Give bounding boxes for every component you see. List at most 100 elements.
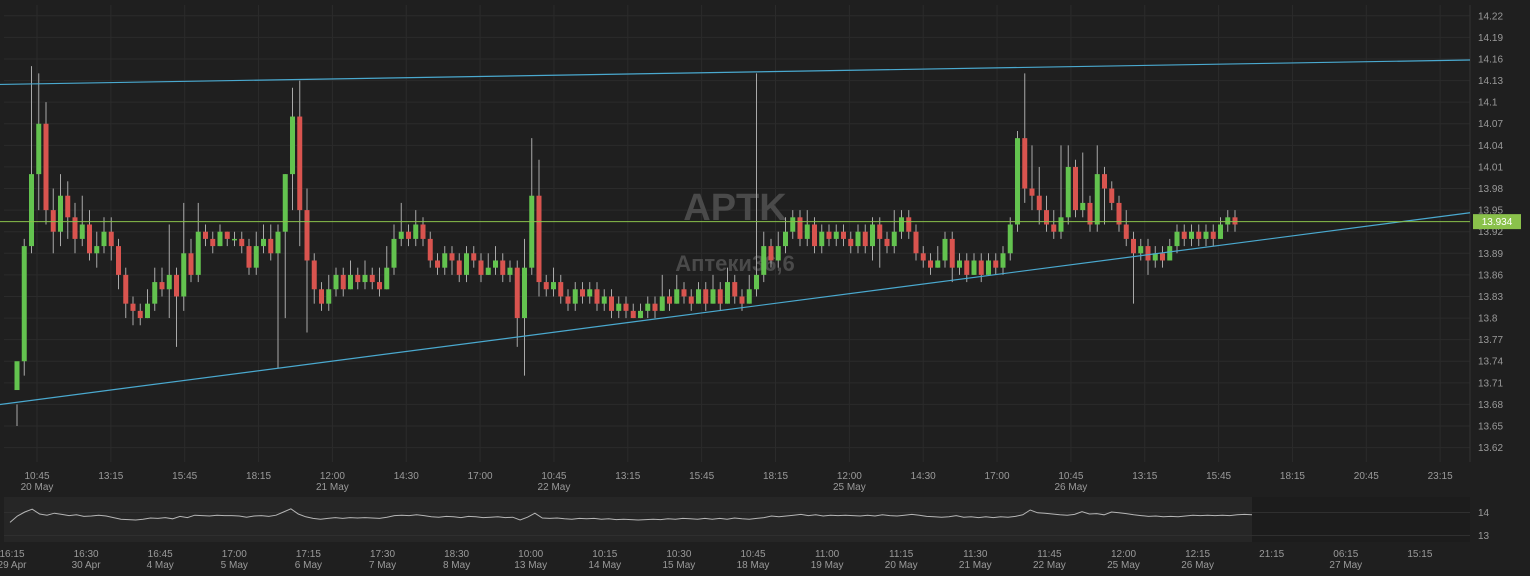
candle-body-down bbox=[768, 246, 774, 261]
price-axis: 14.22 14.19 14.16 14.13 14.1 14.07 14.04 14.01 1… bbox=[1478, 11, 1503, 454]
overview-date-tick: 26 May bbox=[1181, 560, 1214, 571]
candle-body-up bbox=[891, 231, 897, 247]
overview-time-tick: 12:00 bbox=[1111, 549, 1136, 560]
candle-body-down bbox=[630, 310, 636, 319]
time-tick: 18:15 bbox=[1280, 471, 1305, 482]
time-tick: 15:45 bbox=[172, 471, 197, 482]
candle-body-down bbox=[1116, 202, 1122, 225]
candle-body-up bbox=[79, 224, 85, 239]
candle-body-up bbox=[36, 123, 42, 175]
candle-body-down bbox=[928, 260, 933, 268]
candle-body-down bbox=[449, 253, 455, 261]
price-tick: 13.65 bbox=[1478, 422, 1503, 433]
overview-date-tick: 6 May bbox=[295, 560, 322, 571]
candle-body-down bbox=[906, 217, 912, 232]
candle-body-up bbox=[746, 289, 752, 304]
candle-body-down bbox=[536, 195, 542, 283]
candle-body-up bbox=[1189, 231, 1194, 239]
overview-date-tick: 29 Apr bbox=[0, 560, 27, 571]
candle-body-up bbox=[333, 274, 339, 290]
overview-time-tick: 12:15 bbox=[1185, 549, 1210, 560]
candle-body-up bbox=[754, 274, 759, 290]
time-tick: 12:00 bbox=[320, 471, 345, 482]
candle-body-up bbox=[790, 217, 796, 232]
candle-body-down bbox=[377, 282, 382, 290]
candle-body-down bbox=[420, 224, 426, 239]
candle-body-down bbox=[667, 296, 672, 304]
candle-body-up bbox=[21, 246, 27, 362]
candle-body-up bbox=[232, 238, 237, 241]
candle-body-down bbox=[203, 231, 208, 239]
candle-body-down bbox=[1051, 224, 1057, 232]
overview-date-tick: 15 May bbox=[663, 560, 696, 571]
last-price-label: 13.934 bbox=[1482, 217, 1513, 228]
trendline-upper bbox=[0, 59, 1471, 86]
candle-body-down bbox=[812, 224, 817, 247]
candle-body-down bbox=[239, 238, 245, 247]
overview-price-tick: 14 bbox=[1478, 508, 1490, 519]
candle-body-up bbox=[710, 289, 716, 304]
overview-time-tick: 16:15 bbox=[0, 549, 25, 560]
time-tick: 10:45 bbox=[24, 471, 49, 482]
overview-date-tick: 27 May bbox=[1329, 560, 1362, 571]
overview-date-tick: 30 Apr bbox=[72, 560, 102, 571]
candle-body-down bbox=[580, 289, 585, 297]
candle-body-down bbox=[174, 274, 179, 297]
candle-body-up bbox=[94, 246, 100, 254]
candle-body-up bbox=[601, 296, 607, 304]
price-tick: 14.1 bbox=[1478, 98, 1498, 109]
candle-body-down bbox=[732, 282, 738, 297]
candle-body-up bbox=[674, 289, 680, 304]
candle-body-up bbox=[1058, 217, 1064, 232]
candle-body-up bbox=[819, 231, 825, 247]
candle-body-down bbox=[681, 289, 687, 297]
candle-body-up bbox=[485, 267, 491, 275]
candle-body-up bbox=[659, 296, 665, 311]
candle-body-up bbox=[645, 303, 651, 311]
candle-body-down bbox=[543, 282, 549, 290]
candle-body-up bbox=[833, 231, 839, 239]
time-tick: 20:45 bbox=[1354, 471, 1379, 482]
price-tick: 13.86 bbox=[1478, 270, 1503, 281]
candle-body-up bbox=[398, 231, 404, 239]
candle-body-up bbox=[195, 231, 201, 275]
overview-date-tick: 7 May bbox=[369, 560, 396, 571]
candle-body-up bbox=[783, 231, 788, 247]
candle-body-up bbox=[1152, 253, 1158, 261]
price-tick: 13.71 bbox=[1478, 378, 1503, 389]
candle-body-down bbox=[558, 282, 564, 297]
candle-body-down bbox=[565, 296, 571, 304]
candle-body-down bbox=[369, 274, 375, 283]
overview-date-tick: 4 May bbox=[147, 560, 174, 571]
time-tick: 17:00 bbox=[985, 471, 1010, 482]
candle-body-down bbox=[50, 210, 56, 232]
candle-body-up bbox=[275, 231, 281, 254]
candle-body-down bbox=[471, 253, 477, 261]
candle-body-down bbox=[1210, 231, 1216, 239]
time-tick: 18:15 bbox=[246, 471, 271, 482]
overview-time-tick: 10:00 bbox=[518, 549, 543, 560]
candle-body-down bbox=[1022, 138, 1028, 189]
candle-body-down bbox=[609, 296, 614, 311]
candle-body-up bbox=[1225, 217, 1231, 225]
candle-body-down bbox=[913, 231, 919, 254]
candle-body-up bbox=[855, 231, 861, 247]
price-tick: 13.8 bbox=[1478, 314, 1498, 325]
candle-body-up bbox=[290, 116, 295, 175]
overview-time-tick: 11:15 bbox=[889, 549, 914, 560]
overview-time-tick: 11:30 bbox=[963, 549, 988, 560]
overview-time-tick: 10:30 bbox=[666, 549, 691, 560]
candle-body-up bbox=[804, 224, 810, 239]
candle-body-up bbox=[942, 238, 948, 261]
candle-body-up bbox=[1203, 231, 1209, 239]
candle-body-down bbox=[688, 296, 694, 304]
candle-body-down bbox=[355, 274, 361, 283]
candle-body-down bbox=[246, 246, 252, 268]
candle-body-down bbox=[594, 289, 600, 304]
price-tick: 13.77 bbox=[1478, 335, 1503, 346]
candle-body-up bbox=[253, 246, 259, 268]
time-tick: 13:15 bbox=[98, 471, 123, 482]
overview-date-tick: 20 May bbox=[885, 560, 918, 571]
